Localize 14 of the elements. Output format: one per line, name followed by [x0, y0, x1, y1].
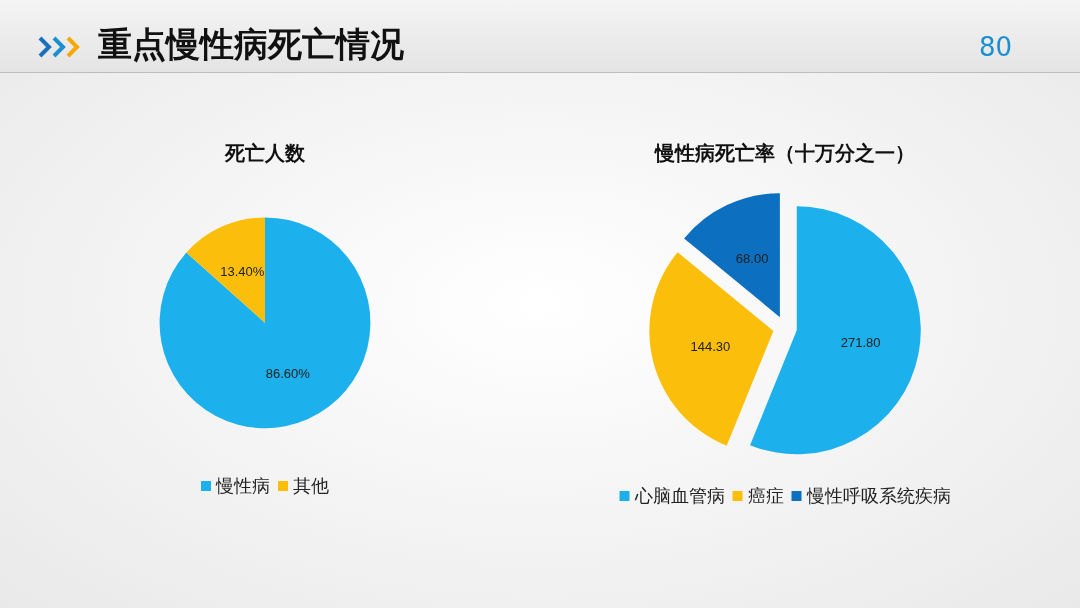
data-label: 13.40% [220, 264, 265, 280]
text: 重点慢性病死亡情况 [98, 23, 404, 66]
legend-label: 癌症 [747, 486, 784, 506]
text: 80 [978, 32, 1012, 62]
chart-title: 慢性病死亡率（十万分之一） [654, 141, 915, 165]
data-label: 68.00 [735, 250, 769, 266]
data-label: 86.60% [265, 366, 311, 382]
data-label: 144.30 [690, 339, 731, 355]
chart-title: 死亡人数 [224, 141, 306, 165]
legend-label: 慢性呼吸系统疾病 [805, 486, 951, 506]
legend-label: 其他 [293, 476, 329, 496]
data-label: 271.80 [840, 335, 881, 351]
legend-label: 慢性病 [215, 476, 270, 496]
legend-label: 心脑血管病 [633, 486, 725, 506]
